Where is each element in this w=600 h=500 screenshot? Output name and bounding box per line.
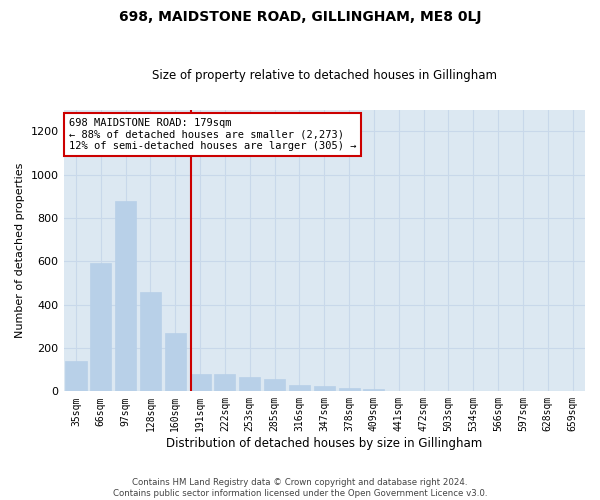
Bar (65, 361, 86, 392)
Text: Contains HM Land Registry data © Crown copyright and database right 2024.
Contai: Contains HM Land Registry data © Crown c… (113, 478, 487, 498)
Text: 698 MAIDSTONE ROAD: 179sqm
← 88% of detached houses are smaller (2,273)
12% of s: 698 MAIDSTONE ROAD: 179sqm ← 88% of deta… (69, 118, 356, 151)
Bar (214, 374, 235, 392)
Bar (338, 388, 359, 392)
Bar (289, 385, 310, 392)
Bar (364, 389, 385, 392)
Bar (115, 200, 136, 392)
Bar (140, 292, 161, 392)
X-axis label: Distribution of detached houses by size in Gillingham: Distribution of detached houses by size … (166, 437, 482, 450)
Bar (90, 264, 112, 392)
Title: Size of property relative to detached houses in Gillingham: Size of property relative to detached ho… (152, 69, 497, 82)
Text: 698, MAIDSTONE ROAD, GILLINGHAM, ME8 0LJ: 698, MAIDSTONE ROAD, GILLINGHAM, ME8 0LJ (119, 10, 481, 24)
Bar (190, 374, 211, 392)
Bar (239, 377, 260, 392)
Y-axis label: Number of detached properties: Number of detached properties (15, 163, 25, 338)
Bar (165, 333, 186, 392)
Bar (314, 386, 335, 392)
Bar (264, 380, 285, 392)
